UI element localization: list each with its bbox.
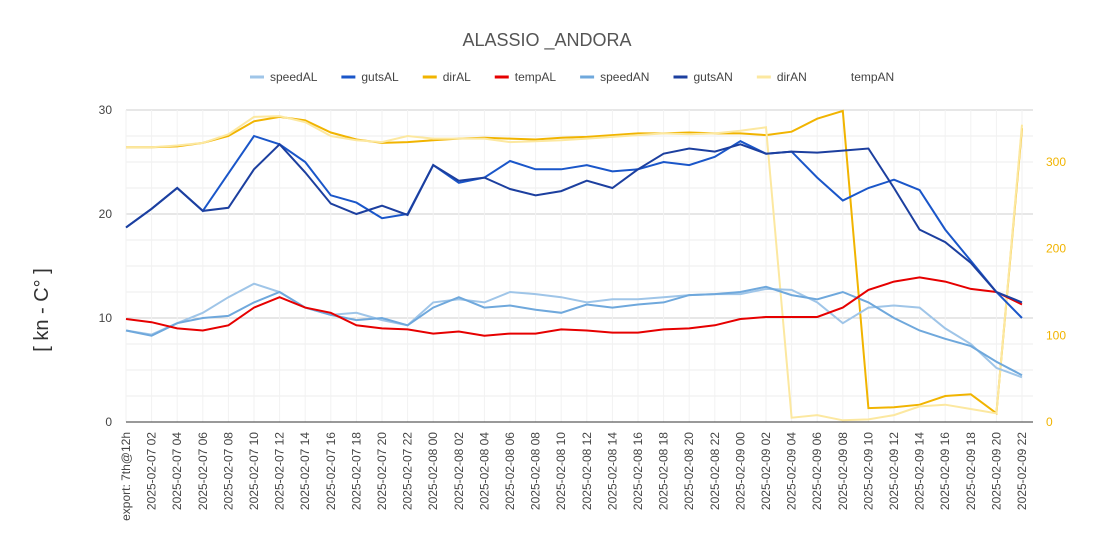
x-tick-label: 2025-02-07 20 [375,432,389,510]
series-line [125,276,1023,337]
y2-tick-label: 300 [1046,155,1066,169]
x-tick-label: 2025-02-07 14 [298,432,312,510]
y2-tick-label: 0 [1046,415,1053,429]
y-tick-label: 20 [99,207,113,221]
legend-label: dirAL [443,70,471,84]
series-line [126,115,1023,422]
x-tick-label: 2025-02-08 06 [503,432,517,510]
series-line [125,285,1023,377]
x-tick-label: 2025-02-09 16 [938,432,952,510]
x-tick-label: 2025-02-07 18 [349,432,363,510]
legend-label: tempAN [851,70,894,84]
y-axis-label: [ kn - C° ] [31,268,53,352]
y-tick-label: 30 [99,103,113,117]
y2-tick-label: 100 [1046,328,1066,342]
x-tick-label: 2025-02-09 00 [733,432,747,510]
x-tick-label: 2025-02-07 08 [221,432,235,510]
chart-title: ALASSIO _ANDORA [462,30,631,51]
x-tick-label: 2025-02-08 00 [426,432,440,510]
y2-tick-label: 200 [1046,242,1066,256]
x-tick-label: 2025-02-09 08 [836,432,850,510]
legend-label: gutsAN [693,70,732,84]
legend-label: tempAL [515,70,557,84]
x-tick-label: 2025-02-07 16 [324,432,338,510]
y-tick-label: 10 [99,311,113,325]
x-tick-label: 2025-02-08 02 [452,432,466,510]
legend-label: dirAN [777,70,807,84]
x-tick-label: 2025-02-08 08 [529,432,543,510]
x-tick-label: 2025-02-09 04 [785,432,799,510]
x-tick-label: 2025-02-08 22 [708,432,722,510]
x-tick-label: 2025-02-08 10 [554,432,568,510]
x-tick-label: 2025-02-09 06 [810,432,824,510]
x-tick-label: 2025-02-07 06 [196,432,210,510]
x-tick-label: 2025-02-07 22 [401,432,415,510]
x-tick-label: 2025-02-08 20 [682,432,696,510]
x-tick-label: 2025-02-08 04 [477,432,491,510]
legend-label: speedAL [270,70,318,84]
x-tick-label: 2025-02-09 02 [759,432,773,510]
x-tick-label: 2025-02-07 04 [170,432,184,510]
x-tick-label: 2025-02-08 16 [631,432,645,510]
x-tick-label: 2025-02-09 12 [887,432,901,510]
legend-label: gutsAL [361,70,399,84]
x-tick-label: 2025-02-09 22 [1015,432,1029,510]
x-tick-label: 2025-02-09 10 [861,432,875,510]
x-tick-label: 2025-02-09 20 [989,432,1003,510]
series-line [125,282,1023,379]
x-tick-label: 2025-02-09 18 [964,432,978,510]
x-tick-label: 2025-02-08 12 [580,432,594,510]
x-tick-label: 2025-02-08 14 [605,432,619,510]
x-tick-label: export: 7th@12h [119,432,133,521]
x-tick-label: 2025-02-07 12 [273,432,287,510]
series-line [125,142,1023,304]
legend-label: speedAN [600,70,649,84]
x-tick-label: 2025-02-07 10 [247,432,261,510]
y-tick-label: 0 [105,415,112,429]
x-tick-label: 2025-02-09 14 [913,432,927,510]
series-line [125,134,1023,319]
x-tick-label: 2025-02-08 18 [657,432,671,510]
series-line [126,109,1023,416]
x-tick-label: 2025-02-07 02 [145,432,159,510]
